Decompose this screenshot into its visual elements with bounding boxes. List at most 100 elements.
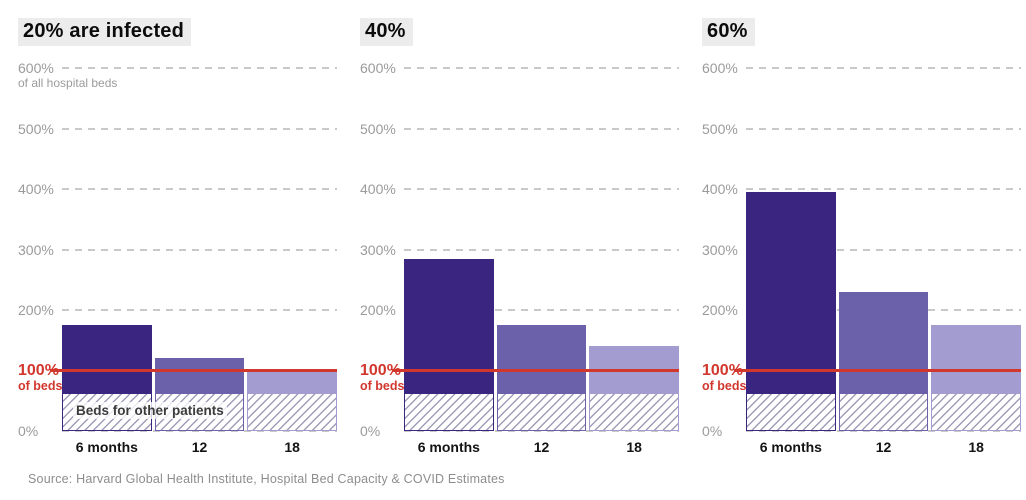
gridline-300: [62, 248, 337, 251]
y-tick-sublabel: of beds: [702, 378, 747, 393]
y-tick-label-100: 100% of beds: [360, 361, 405, 394]
x-tick-label: 12: [191, 439, 208, 455]
gridline-0: [746, 430, 1021, 432]
bars-group: [62, 68, 338, 431]
panel-title-label: 20% are infected: [18, 18, 192, 46]
chart-panel: 60% 600% 500% 400% 300% 200% 100% of beds 0% 6 …: [684, 0, 1026, 455]
y-tick-label-0: 0%: [18, 423, 38, 439]
gridline-600: [62, 67, 337, 69]
y-tick-label-400: 400%: [702, 181, 738, 197]
gridline-500: [404, 127, 679, 130]
y-tick-label-200: 200%: [702, 302, 738, 318]
y-tick-text: 0%: [360, 423, 381, 439]
bar-other-patients-hatch: [404, 392, 494, 431]
beds-for-other-patients-label: Beds for other patients: [73, 402, 227, 419]
bar-other-patients-hatch: [247, 392, 338, 431]
gridline-200: [404, 309, 679, 311]
y-tick-text: 300%: [18, 241, 54, 258]
y-tick-label-100: 100% of beds: [18, 361, 62, 394]
bar-covid-fill: [838, 291, 929, 393]
y-tick-label-300: 300%: [702, 242, 738, 258]
y-tick-text: 200%: [360, 302, 396, 318]
reference-line-100pct: [392, 369, 679, 372]
y-tick-label-200: 200%: [18, 302, 54, 318]
y-tick-text: 400%: [18, 181, 54, 197]
x-tick-label: 12: [875, 439, 892, 455]
x-tick-label: 18: [968, 439, 984, 455]
y-tick-text: 100%: [18, 361, 59, 379]
bar-18: [931, 325, 1022, 431]
x-tick-label: 6 months: [417, 439, 480, 455]
bar-covid-fill: [247, 370, 338, 393]
bar-6-months: [746, 192, 836, 431]
x-tick-label: 18: [284, 439, 300, 455]
bar-other-patients-hatch: [746, 392, 836, 431]
y-tick-label-0: 0%: [360, 423, 380, 439]
bar-18: [589, 346, 680, 431]
bar-covid-fill: [496, 325, 587, 393]
y-tick-text: 100%: [702, 361, 743, 379]
y-tick-label-100: 100% of beds: [702, 361, 747, 394]
y-tick-text: 600%: [360, 60, 396, 76]
x-tick-label: 12: [533, 439, 550, 455]
x-axis-labels: 6 months 12 18: [746, 439, 1021, 455]
gridline-500: [62, 127, 337, 130]
y-tick-text: 0%: [702, 423, 723, 439]
y-tick-label-300: 300%: [18, 242, 54, 258]
panel-title-label: 40%: [360, 18, 413, 46]
panel-title: 60%: [702, 18, 1026, 46]
chart-panel: 40% 600% 500% 400% 300% 200% 100% of beds 0% 6 …: [342, 0, 684, 455]
source-note: Source: Harvard Global Health Institute,…: [28, 472, 505, 486]
bar-covid-fill: [931, 325, 1022, 393]
bar-other-patients-hatch: [931, 392, 1022, 431]
gridline-400: [62, 188, 337, 190]
gridline-400: [746, 188, 1021, 190]
y-tick-label-500: 500%: [18, 121, 54, 137]
bar-covid-fill: [746, 192, 836, 393]
y-tick-text: 400%: [360, 181, 396, 197]
gridline-0: [404, 430, 679, 432]
bar-18: [247, 370, 338, 431]
reference-line-100pct: [734, 369, 1021, 372]
bar-other-patients-hatch: [838, 392, 929, 431]
plot-area: 600% 500% 400% 300% 200% 100% of beds 0%: [342, 60, 684, 439]
bar-covid-fill: [404, 258, 494, 393]
y-tick-label-400: 400%: [18, 181, 54, 197]
y-tick-text: 500%: [360, 120, 396, 137]
y-tick-text: 400%: [702, 181, 738, 197]
reference-line-100pct: [50, 369, 337, 372]
y-axis-unit-label: of all hospital beds: [18, 76, 118, 90]
bars-group: [746, 68, 1022, 431]
gridline-400: [404, 188, 679, 190]
gridline-300: [746, 248, 1021, 251]
x-tick-label: 6 months: [759, 439, 822, 455]
y-tick-sublabel: of beds: [360, 378, 405, 393]
y-tick-text: 500%: [702, 120, 738, 137]
y-tick-label-0: 0%: [702, 423, 722, 439]
y-tick-text: 300%: [360, 241, 396, 258]
x-tick-label: 18: [626, 439, 642, 455]
x-tick-label: 6 months: [75, 439, 138, 455]
y-tick-label-600: 600%: [702, 60, 738, 76]
panel-title-label: 60%: [702, 18, 755, 46]
y-tick-text: 300%: [702, 241, 738, 258]
x-axis-labels: 6 months 12 18: [62, 439, 337, 455]
plot-area: 600% of all hospital beds 500% 400% 300% 200%…: [0, 60, 342, 439]
gridline-500: [746, 127, 1021, 130]
y-tick-text: 0%: [18, 423, 39, 439]
bar-covid-fill: [154, 358, 245, 393]
gridline-200: [62, 309, 337, 311]
y-tick-text: 100%: [360, 361, 401, 379]
y-tick-label-600: 600%: [360, 60, 396, 76]
bar-other-patients-hatch: [496, 392, 587, 431]
panel-title: 40%: [360, 18, 684, 46]
bar-12: [838, 291, 929, 431]
bars-group: [404, 68, 680, 431]
plot-area: 600% 500% 400% 300% 200% 100% of beds 0%: [684, 60, 1026, 439]
gridline-0: [62, 430, 337, 432]
panels-row: 20% are infected 600% of all hospital bed…: [0, 0, 1026, 455]
y-tick-text: 500%: [18, 120, 54, 137]
x-axis-labels: 6 months 12 18: [404, 439, 679, 455]
y-tick-label-500: 500%: [702, 121, 738, 137]
y-tick-label-200: 200%: [360, 302, 396, 318]
